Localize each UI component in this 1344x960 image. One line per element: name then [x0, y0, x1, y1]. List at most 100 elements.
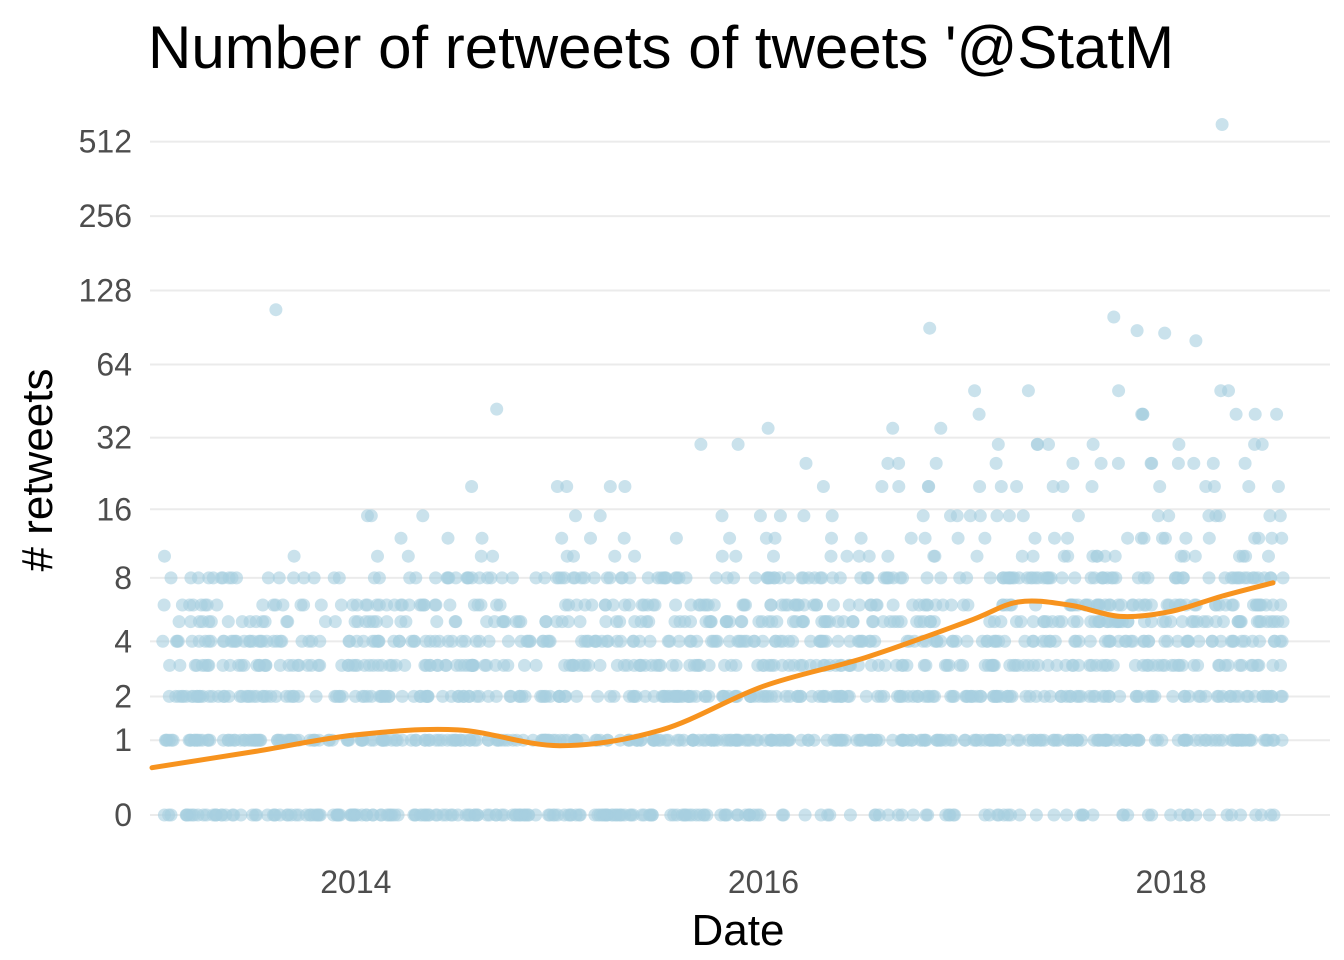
scatter-point — [1021, 384, 1035, 398]
scatter-point — [905, 733, 919, 747]
scatter-point — [810, 598, 824, 612]
scatter-point — [846, 615, 860, 629]
scatter-point — [309, 689, 323, 703]
scatter-point — [578, 598, 592, 612]
scatter-point — [1216, 615, 1230, 629]
scatter-point — [881, 808, 895, 822]
scatter-point — [172, 615, 186, 629]
scatter-point — [294, 598, 308, 612]
scatter-point — [1174, 549, 1188, 563]
scatter-point — [679, 571, 693, 585]
scatter-point — [286, 658, 300, 672]
scatter-point — [1192, 634, 1206, 648]
scatter-point — [714, 808, 728, 822]
scatter-point — [669, 658, 683, 672]
scatter-point — [797, 615, 810, 629]
scatter-point — [731, 437, 745, 451]
scatter-point — [350, 658, 364, 672]
scatter-point — [778, 598, 792, 612]
scatter-point — [591, 689, 605, 703]
scatter-point — [301, 658, 315, 672]
scatter-point — [192, 634, 206, 648]
scatter-point — [1202, 531, 1216, 545]
scatter-point — [1013, 808, 1027, 822]
scatter-point — [970, 549, 984, 563]
scatter-point — [918, 733, 932, 747]
scatter-point — [997, 808, 1011, 822]
scatter-point — [1016, 509, 1030, 523]
y-tick-label: 64 — [96, 347, 132, 383]
scatter-point — [1241, 689, 1255, 703]
scatter-point — [839, 733, 852, 747]
scatter-point — [974, 733, 988, 747]
scatter-point — [256, 598, 270, 612]
scatter-point — [831, 634, 845, 648]
scatter-point — [578, 634, 592, 648]
scatter-point — [773, 509, 787, 523]
scatter-point — [398, 658, 412, 672]
scatter-point — [709, 634, 723, 648]
scatter-point — [991, 437, 1005, 451]
scatter-point — [699, 689, 713, 703]
scatter-point — [215, 808, 229, 822]
scatter-point — [763, 571, 777, 585]
scatter-point — [1189, 334, 1203, 348]
scatter-point — [569, 509, 582, 523]
scatter-point — [635, 808, 649, 822]
scatter-point — [862, 549, 876, 563]
scatter-point — [796, 571, 810, 585]
scatter-point — [200, 808, 213, 822]
scatter-point — [953, 658, 967, 672]
scatter-point — [1234, 808, 1247, 822]
scatter-point — [1141, 571, 1155, 585]
scatter-point — [1137, 531, 1151, 545]
scatter-point — [1111, 456, 1125, 470]
chart-title: Number of retweets of tweets '@StatM — [148, 14, 1174, 81]
scatter-point — [923, 321, 937, 335]
scatter-point — [729, 549, 743, 563]
scatter-point — [1252, 531, 1266, 545]
scatter-point — [196, 615, 210, 629]
scatter-point — [603, 480, 617, 493]
scatter-point — [496, 615, 510, 629]
scatter-point — [458, 733, 472, 747]
scatter-point — [1066, 456, 1080, 470]
scatter-point — [1234, 615, 1248, 629]
scatter-point — [767, 549, 780, 563]
scatter-point — [445, 634, 459, 648]
scatter-point — [216, 658, 230, 672]
scatter-point — [436, 689, 450, 703]
scatter-point — [1024, 571, 1038, 585]
scatter-point — [693, 598, 707, 612]
scatter-point — [950, 509, 964, 523]
scatter-point — [1103, 634, 1117, 648]
scatter-point — [1093, 598, 1106, 612]
scatter-point — [687, 733, 700, 747]
scatter-point — [402, 598, 416, 612]
scatter-point — [225, 571, 239, 585]
scatter-point — [1148, 733, 1162, 747]
scatter-point — [1187, 658, 1201, 672]
scatter-point — [972, 407, 986, 421]
scatter-point — [994, 689, 1008, 703]
scatter-point — [173, 658, 187, 672]
scatter-point — [270, 733, 284, 747]
scatter-point — [891, 808, 905, 822]
scatter-point — [1266, 598, 1280, 612]
scatter-point — [188, 733, 201, 747]
scatter-point — [1209, 598, 1222, 612]
scatter-point — [820, 733, 834, 747]
scatter-point — [1026, 634, 1040, 648]
scatter-point — [1039, 634, 1053, 648]
scatter-point — [1126, 634, 1140, 648]
scatter-point — [700, 808, 714, 822]
scatter-point — [742, 808, 756, 822]
scatter-point — [1068, 634, 1082, 648]
scatter-point — [268, 808, 282, 822]
scatter-point — [1121, 531, 1135, 545]
scatter-point — [1271, 480, 1285, 493]
scatter-point — [1112, 384, 1126, 398]
scatter-point — [396, 733, 409, 747]
scatter-point — [1130, 324, 1144, 338]
scatter-point — [973, 509, 987, 523]
